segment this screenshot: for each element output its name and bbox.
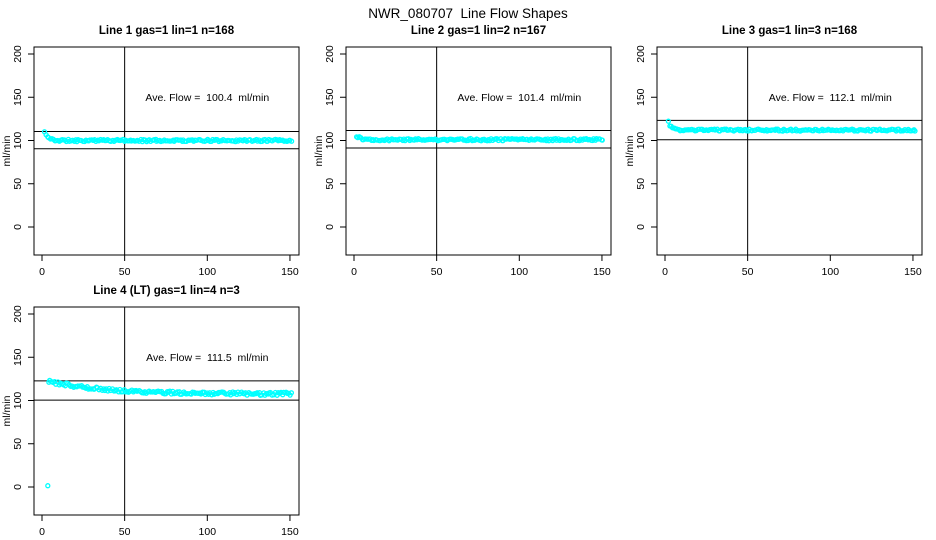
y-axis-label: ml/min xyxy=(1,395,13,426)
y-tick-label: 150 xyxy=(324,88,336,106)
x-tick-label: 150 xyxy=(281,266,299,278)
plot-box xyxy=(656,46,923,256)
y-tick-label: 200 xyxy=(324,45,336,63)
figure-title: NWR_080707 Line Flow Shapes xyxy=(368,6,568,21)
flow-panel-3: Line 3 gas=1 lin=3 n=168 ml/min 0 50 100 150 2… xyxy=(624,25,923,278)
data-point xyxy=(88,386,94,392)
y-tick-label: 100 xyxy=(12,392,24,410)
x-tick-label: 100 xyxy=(199,526,217,538)
y-tick-label: 200 xyxy=(635,45,647,63)
x-tick-label: 150 xyxy=(281,526,299,538)
x-tick-label: 100 xyxy=(822,266,840,278)
data-point xyxy=(254,390,260,396)
plot-box xyxy=(33,306,300,516)
x-tick-label: 50 xyxy=(742,266,754,278)
data-point xyxy=(599,137,605,143)
data-point xyxy=(686,127,692,133)
y-axis-label: ml/min xyxy=(624,135,636,166)
x-tick-label: 150 xyxy=(904,266,922,278)
y-tick-label: 150 xyxy=(635,88,647,106)
data-point xyxy=(851,128,858,134)
data-point xyxy=(148,389,154,395)
x-tick-label: 50 xyxy=(119,266,131,278)
flow-panel-1: Line 1 gas=1 lin=1 n=168 ml/min 0 50 100 150 2… xyxy=(1,25,300,278)
y-tick-label: 0 xyxy=(12,484,24,490)
data-point xyxy=(87,137,93,143)
outlier-point xyxy=(45,483,51,489)
x-tick-label: 50 xyxy=(119,526,131,538)
scatter-points xyxy=(353,134,605,144)
x-tick-label: 150 xyxy=(593,266,611,278)
y-tick-label: 100 xyxy=(324,132,336,150)
y-tick-label: 100 xyxy=(12,132,24,150)
panel-title: Line 2 gas=1 lin=2 n=167 xyxy=(411,25,546,37)
x-tick-label: 0 xyxy=(39,266,45,278)
x-tick-label: 50 xyxy=(431,266,443,278)
ave-flow-annotation: Ave. Flow = 112.1 ml/min xyxy=(769,92,892,104)
data-point xyxy=(749,127,755,134)
data-point xyxy=(288,138,295,144)
scatter-points xyxy=(41,129,295,145)
y-axis-label: ml/min xyxy=(1,135,13,166)
panel-title: Line 3 gas=1 lin=3 n=168 xyxy=(722,25,858,37)
y-tick-label: 150 xyxy=(12,88,24,106)
y-tick-label: 100 xyxy=(635,132,647,150)
y-tick-label: 50 xyxy=(12,178,24,190)
data-point xyxy=(521,136,527,143)
x-tick-label: 100 xyxy=(199,266,217,278)
ave-flow-annotation: Ave. Flow = 101.4 ml/min xyxy=(457,92,581,104)
data-point xyxy=(288,390,295,396)
flow-panel-4: Line 4 (LT) gas=1 lin=4 n=3 ml/min 0 50 100 1… xyxy=(1,285,300,538)
y-tick-label: 0 xyxy=(324,224,336,230)
data-point xyxy=(912,128,918,134)
panel-title: Line 4 (LT) gas=1 lin=4 n=3 xyxy=(93,285,239,297)
y-tick-label: 150 xyxy=(12,348,24,366)
x-tick-label: 0 xyxy=(351,266,357,278)
y-tick-label: 50 xyxy=(12,438,24,450)
x-tick-label: 100 xyxy=(511,266,529,278)
y-tick-label: 50 xyxy=(324,178,336,190)
x-tick-label: 0 xyxy=(39,526,45,538)
y-tick-label: 200 xyxy=(12,305,24,323)
scatter-points xyxy=(45,377,295,489)
panel-title: Line 1 gas=1 lin=1 n=168 xyxy=(99,25,235,37)
data-point xyxy=(593,136,600,142)
ave-flow-annotation: Ave. Flow = 111.5 ml/min xyxy=(146,352,268,364)
y-tick-label: 50 xyxy=(635,178,647,190)
data-point xyxy=(831,127,837,134)
x-tick-label: 0 xyxy=(662,266,668,278)
flow-panel-2: Line 2 gas=1 lin=2 n=167 ml/min 0 50 100 150 2… xyxy=(313,25,612,278)
scatter-points xyxy=(665,118,918,134)
y-tick-label: 0 xyxy=(12,224,24,230)
y-axis-label: ml/min xyxy=(313,135,325,166)
y-tick-label: 200 xyxy=(12,45,24,63)
plot-box xyxy=(345,46,612,256)
ave-flow-annotation: Ave. Flow = 100.4 ml/min xyxy=(145,92,269,104)
plot-box xyxy=(33,46,300,256)
data-point xyxy=(529,137,536,143)
data-point xyxy=(665,118,672,124)
y-tick-label: 0 xyxy=(635,224,647,230)
